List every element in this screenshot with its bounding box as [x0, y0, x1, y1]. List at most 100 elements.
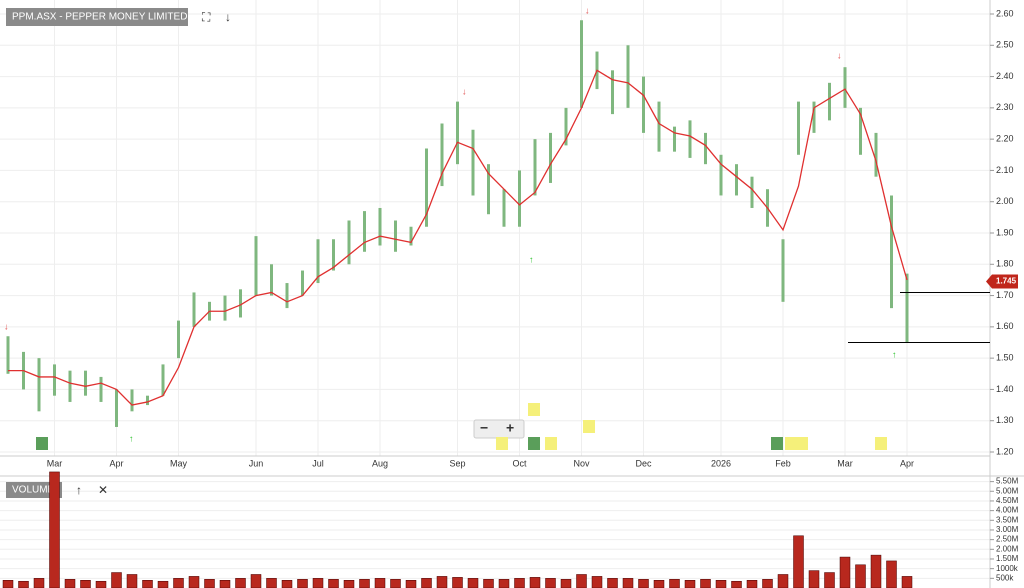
volume-bar — [498, 579, 510, 588]
volume-title: VOLUME — [12, 485, 55, 496]
volume-bar — [839, 556, 851, 588]
volume-bar — [343, 580, 355, 588]
y-tick-label: 2.10 — [996, 165, 1014, 175]
volume-bar — [808, 570, 820, 588]
y-tick-label: 4.50M — [996, 496, 1019, 505]
y-tick-label: 2.30 — [996, 102, 1014, 112]
volume-bar — [653, 580, 665, 588]
volume-bar — [33, 578, 45, 588]
note-icon[interactable] — [796, 437, 808, 450]
volume-bar — [731, 580, 742, 588]
y-tick-label: 1.70 — [996, 290, 1014, 300]
x-tick-label: Dec — [635, 458, 652, 468]
volume-bar — [762, 579, 773, 588]
y-tick-label: 1.80 — [996, 259, 1014, 269]
volume-bar — [157, 580, 169, 588]
y-tick-label: 1.20 — [996, 446, 1014, 456]
volume-bar — [576, 574, 587, 588]
volume-bar — [390, 579, 401, 588]
note-icon[interactable] — [875, 437, 887, 450]
last-price-tag — [986, 274, 1018, 289]
sell-arrow: ↓ — [837, 50, 842, 60]
volume-bar — [405, 580, 417, 588]
zoom-in[interactable]: + — [506, 420, 514, 436]
y-tick-label: 500k — [996, 573, 1014, 582]
x-tick-label: May — [170, 458, 188, 468]
volume-bar — [529, 577, 541, 588]
volume-bar — [173, 578, 184, 588]
volume-bar — [219, 580, 231, 588]
volume-bar — [80, 580, 91, 588]
sell-arrow: ↓ — [462, 86, 467, 96]
y-tick-label: 1.40 — [996, 384, 1014, 394]
download-icon[interactable]: ↓ — [225, 10, 231, 24]
event-icon[interactable] — [528, 437, 540, 450]
y-tick-label: 2.00M — [996, 544, 1019, 553]
note-icon[interactable] — [785, 437, 797, 450]
y-tick-label: 1.50M — [996, 554, 1019, 563]
volume-bar — [483, 579, 494, 588]
volume-bar — [560, 579, 572, 588]
note-icons — [496, 403, 887, 450]
x-tick-label: 2026 — [711, 458, 731, 468]
chart-title: PPM.ASX - PEPPER MONEY LIMITED — [12, 12, 187, 23]
volume-bar — [855, 564, 866, 588]
volume-bar — [638, 579, 649, 588]
volume-bar — [684, 580, 696, 588]
event-icon[interactable] — [771, 437, 783, 450]
volume-bar — [328, 579, 339, 588]
volume-bar — [188, 576, 200, 588]
x-tick-label: Feb — [775, 458, 791, 468]
last-price-label: 1.745 — [996, 277, 1017, 286]
x-tick-label: Sep — [449, 458, 465, 468]
y-tick-label: 1.60 — [996, 321, 1014, 331]
note-icon[interactable] — [496, 437, 508, 450]
volume-bar — [436, 576, 448, 588]
volume-bar — [467, 578, 479, 588]
volume-bar — [250, 574, 262, 588]
volume-bar — [793, 535, 804, 588]
volume-bar — [514, 578, 525, 588]
volume-bar — [545, 578, 556, 588]
volume-bar — [297, 579, 308, 588]
volume-bar — [901, 576, 913, 588]
y-tick-label: 2.50M — [996, 535, 1019, 544]
volume-box — [6, 482, 62, 498]
volume-bar — [111, 572, 122, 588]
volume-bar — [591, 576, 603, 588]
event-icons — [36, 437, 783, 450]
volume-bar — [421, 578, 432, 588]
note-icon[interactable] — [545, 437, 557, 450]
note-icon[interactable] — [583, 420, 595, 433]
volume-bar — [142, 580, 153, 588]
volume-bar — [886, 560, 897, 588]
title-box — [6, 8, 188, 26]
up-icon[interactable]: ↑ — [76, 483, 82, 497]
x-tick-label: Mar — [837, 458, 853, 468]
volume-bar — [95, 580, 107, 588]
zoom-out[interactable]: − — [480, 420, 488, 436]
y-tick-label: 2.40 — [996, 71, 1014, 81]
volume-bar — [266, 578, 277, 588]
volume-bar — [374, 578, 386, 588]
sell-arrow: ↓ — [585, 5, 590, 15]
expand-icon[interactable]: ⛶ — [201, 10, 211, 24]
volume-bar — [2, 580, 14, 588]
x-tick-label: Jul — [312, 458, 324, 468]
event-icon[interactable] — [36, 437, 48, 450]
note-icon[interactable] — [528, 403, 540, 416]
y-tick-label: 1.50 — [996, 353, 1014, 363]
close-icon[interactable]: ✕ — [98, 483, 108, 497]
x-tick-label: Aug — [372, 458, 388, 468]
y-tick-label: 2.00 — [996, 196, 1014, 206]
buy-arrow: ↑ — [892, 349, 897, 359]
sell-arrow: ↓ — [4, 321, 9, 331]
x-tick-label: Nov — [573, 458, 590, 468]
volume-bar — [715, 580, 727, 588]
y-tick-label: 1000k — [996, 564, 1019, 573]
y-tick-label: 3.00M — [996, 525, 1019, 534]
buy-arrow: ↑ — [529, 254, 534, 264]
volume-bar — [64, 579, 76, 588]
